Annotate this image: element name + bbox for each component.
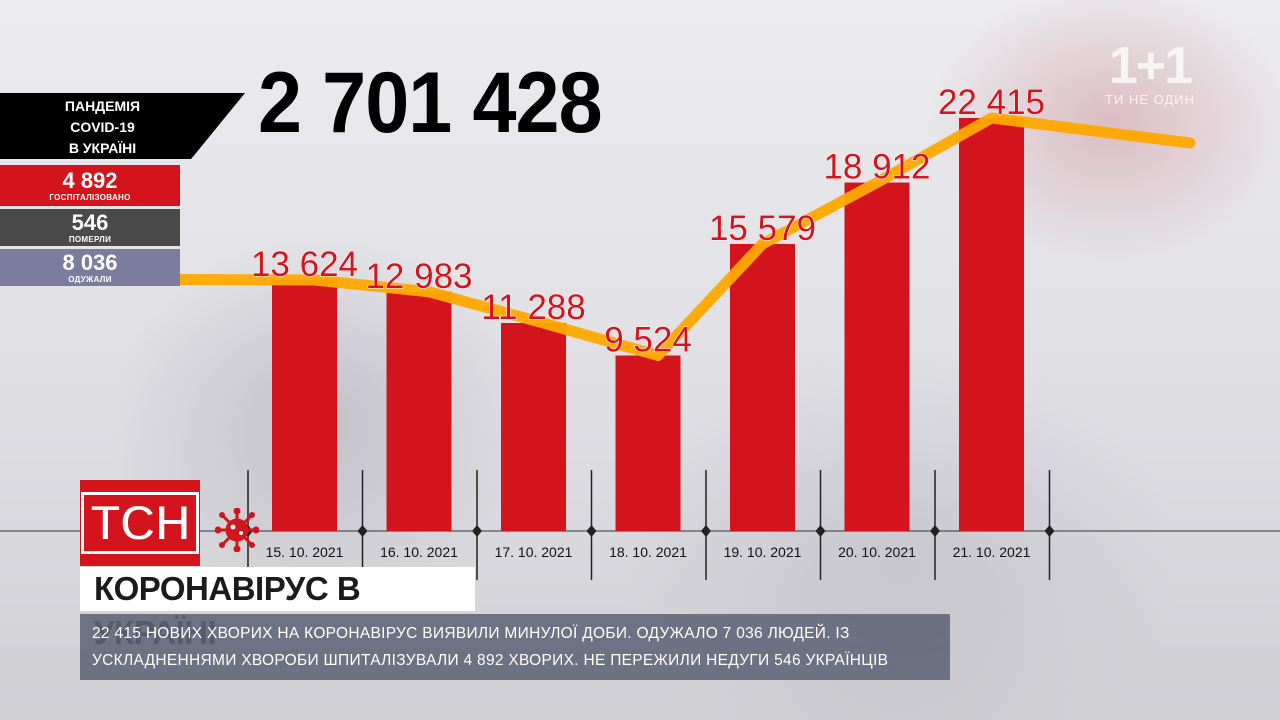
died-value: 546 [71, 210, 109, 235]
tick-label-3: 17. 10. 2021 [495, 544, 573, 560]
value-label-4: 9 524 [604, 321, 692, 360]
tick-label-7: 21. 10. 2021 [953, 544, 1031, 560]
pandemic-title-line-1: ПАНДЕМІЯ [64, 98, 141, 114]
tick-label-5: 19. 10. 2021 [724, 544, 802, 560]
virus-icon [215, 508, 259, 552]
recovered-label: ОДУЖАЛИ [68, 275, 112, 284]
news-ticker-text: 22 415 НОВИХ ХВОРИХ НА КОРОНАВІРУС ВИЯВИ… [80, 614, 950, 680]
value-label-7: 22 415 [938, 83, 1045, 122]
axis-separator-diamond [472, 525, 482, 537]
hospitalized-label: ГОСПІТАЛІЗОВАНО [49, 193, 131, 202]
pandemic-title-line-3: В УКРАЇНІ [68, 140, 137, 156]
bar-3 [501, 323, 566, 531]
channel-logo: 1+1 ТИ НЕ ОДИН [1080, 40, 1220, 107]
recovered-stat: 8 036 ОДУЖАЛИ [0, 249, 180, 286]
axis-separator-diamond [701, 525, 711, 537]
bar-6 [844, 182, 910, 531]
channel-logo-slogan: ТИ НЕ ОДИН [1105, 92, 1195, 107]
bar-5 [730, 243, 795, 531]
value-label-5: 15 579 [709, 209, 816, 248]
axis-separator-diamond [357, 525, 368, 537]
tsn-logo: ТСН [80, 480, 200, 566]
axis-separator-diamond [815, 525, 826, 537]
trend-line [0, 112, 1196, 362]
pandemic-title-line-2: COVID-19 [70, 119, 135, 135]
axis-separator-diamond [586, 525, 597, 537]
axis-separator-diamond [1044, 525, 1055, 537]
died-label: ПОМЕРЛИ [68, 235, 112, 244]
tsn-logo-text: ТСН [81, 492, 199, 554]
channel-logo-brand: 1+1 [1108, 37, 1193, 95]
tick-label-6: 20. 10. 2021 [838, 544, 916, 560]
bar-2 [386, 291, 452, 531]
recovered-value: 8 036 [62, 250, 118, 275]
bar-7 [959, 118, 1024, 531]
value-label-1: 13 624 [251, 245, 358, 284]
tick-label-4: 18. 10. 2021 [609, 544, 687, 560]
hospitalized-stat: 4 892 ГОСПІТАЛІЗОВАНО [0, 165, 180, 206]
value-label-2: 12 983 [365, 257, 472, 296]
headline: КОРОНАВІРУС В УКРАЇНІ [80, 567, 475, 651]
value-label-3: 11 288 [481, 288, 585, 327]
hospitalized-value: 4 892 [62, 168, 118, 193]
bar-1 [272, 279, 337, 531]
tick-label-1: 15. 10. 2021 [266, 544, 344, 560]
total-cases: 2 701 428 [258, 55, 603, 151]
value-label-6: 18 912 [823, 148, 930, 187]
axis-separator-diamond [930, 525, 940, 537]
tick-label-2: 16. 10. 2021 [380, 544, 458, 560]
died-stat: 546 ПОМЕРЛИ [0, 209, 180, 246]
bar-4 [615, 355, 681, 531]
